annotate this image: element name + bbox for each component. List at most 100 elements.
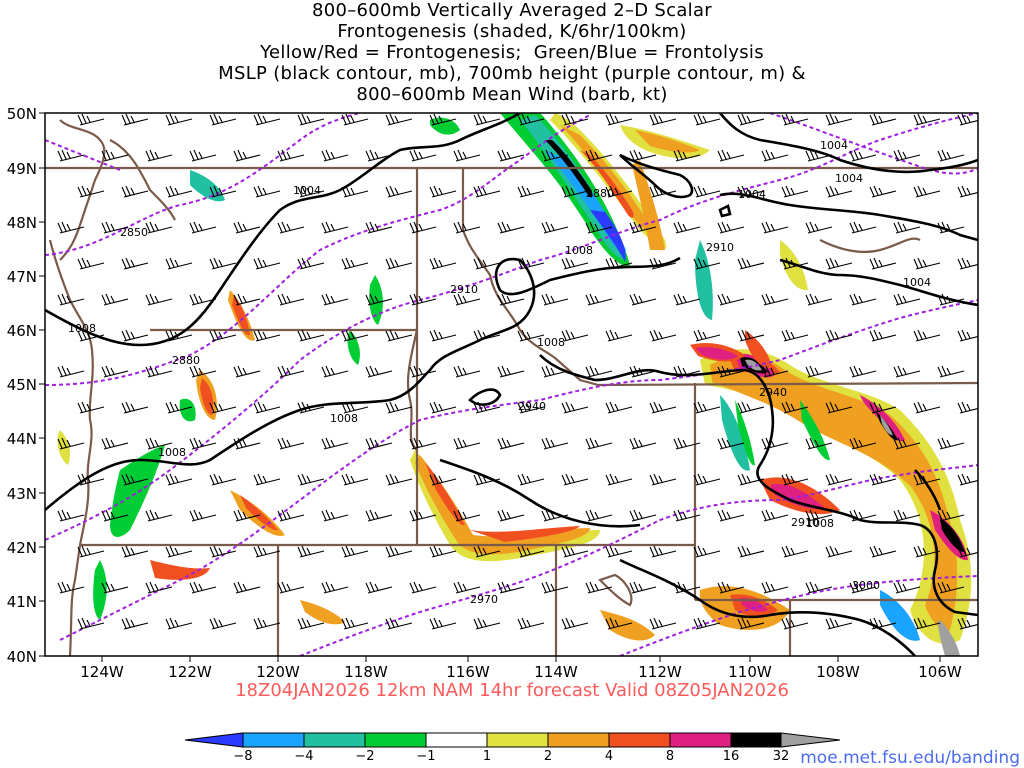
colorbar-label: 32 [773,749,790,764]
lat-label: 41N [7,593,37,611]
wind-barb [101,509,129,522]
wind-barb [913,113,941,126]
wind-barb [253,113,281,126]
height-label: 2880 [586,187,614,200]
wind-barb [453,221,481,234]
mslp-contours [45,113,978,656]
wind-barb [297,617,325,630]
wind-barb [913,617,941,630]
wind-barb [429,617,457,630]
wind-barb [385,329,413,342]
wind-barb [121,545,149,558]
colorbar-label: −2 [355,749,374,764]
wind-barb [781,545,809,558]
wind-barb [409,509,437,522]
wind-barb [737,185,765,198]
wind-barb [737,401,765,414]
title-line-5: 800–600mb Mean Wind (barb, kt) [356,84,668,105]
lon-label: 118W [344,663,388,681]
wind-barb [893,293,921,306]
wind-barb [649,473,677,486]
wind-barb [561,401,589,414]
wind-barb [957,401,978,414]
wind-barb [409,293,437,306]
wind-barb [101,581,129,594]
wind-barb [189,509,217,522]
wind-barb [693,545,721,558]
wind-barb [321,437,349,450]
wind-barb [869,113,897,126]
lon-label: 116W [446,663,490,681]
wind-barb [849,149,877,162]
wind-barb [165,185,193,198]
wind-barb [297,401,325,414]
wind-barb [101,293,129,306]
lat-label: 50N [7,105,37,123]
wind-barb [321,365,349,378]
lat-label: 49N [7,160,37,178]
wind-barb [429,329,457,342]
wind-barb [277,509,305,522]
wind-barb [429,401,457,414]
wind-barb [737,473,765,486]
wind-barb [341,113,369,126]
wind-barb [541,293,569,306]
wind-barb [937,149,965,162]
wind-barb [453,365,481,378]
wind-barb [121,185,149,198]
colorbar-segment [364,732,427,748]
map-title: 800–600mb Vertically Averaged 2–D Scalar… [0,0,1024,105]
wind-barb [585,365,613,378]
wind-barb [77,113,105,126]
wind-barb [937,437,965,450]
wind-barb [473,473,501,486]
colorbar-segment [242,732,305,748]
wind-barb [605,185,633,198]
wind-barb [365,293,393,306]
wind-barb [473,257,501,270]
wind-barb [825,185,853,198]
wind-barb [673,221,701,234]
wind-barb [277,221,305,234]
wind-barb [297,257,325,270]
wind-barb [825,113,853,126]
wind-barb [209,113,237,126]
wind-barb [957,617,978,630]
source-url[interactable]: moe.met.fsu.edu/banding [800,748,1020,768]
wind-barb [233,437,261,450]
wind-barb [781,113,809,126]
colorbar-segment [425,732,488,748]
wind-barb [517,185,545,198]
wind-barb [253,329,281,342]
wind-barb [761,149,789,162]
wind-barb [473,113,501,126]
wind-barb [365,437,393,450]
wind-barb [297,329,325,342]
wind-barb [585,437,613,450]
wind-barb [121,113,149,126]
wind-barb [629,509,657,522]
wind-barb [717,365,745,378]
wind-barb [869,545,897,558]
wind-barb [913,545,941,558]
wind-barb [385,113,413,126]
wind-barb [673,581,701,594]
wind-barb [473,329,501,342]
wind-barb [385,401,413,414]
wind-barb [913,329,941,342]
wind-barb [893,149,921,162]
wind-barb [365,581,393,594]
wind-barb [189,149,217,162]
height-label: 2940 [759,386,787,399]
wind-barb [825,545,853,558]
wind-barb [781,329,809,342]
wind-barb [693,329,721,342]
wind-barb [145,221,173,234]
mslp-label: 1004 [835,172,863,185]
mslp-label: 1004 [903,276,931,289]
wind-barb [341,401,369,414]
wind-barb [209,545,237,558]
wind-barb [717,437,745,450]
wind-barb [649,113,677,126]
